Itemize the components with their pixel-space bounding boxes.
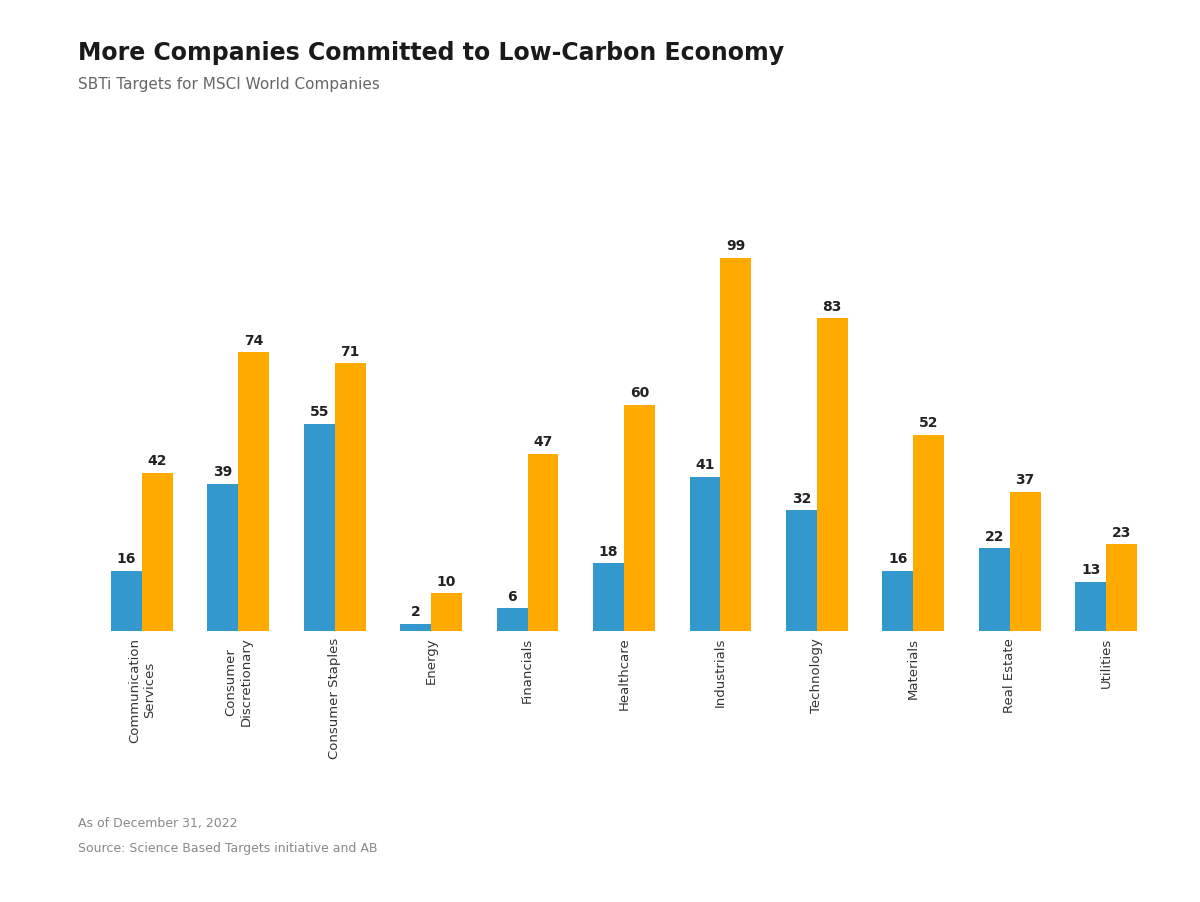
Bar xyxy=(112,571,142,631)
Text: 83: 83 xyxy=(822,299,842,313)
Bar xyxy=(690,477,720,631)
Text: 16: 16 xyxy=(888,551,907,566)
Text: 52: 52 xyxy=(919,416,938,430)
Text: 99: 99 xyxy=(726,239,745,253)
Text: More Companies Committed to Low-Carbon Economy: More Companies Committed to Low-Carbon E… xyxy=(78,41,784,65)
Bar xyxy=(142,474,173,631)
Text: 39: 39 xyxy=(214,465,233,479)
Text: 2: 2 xyxy=(410,604,420,618)
Bar xyxy=(401,624,431,631)
Text: 60: 60 xyxy=(630,386,649,400)
Text: Source: Science Based Targets initiative and AB: Source: Science Based Targets initiative… xyxy=(78,841,378,853)
Bar xyxy=(817,319,847,631)
Bar xyxy=(786,511,817,631)
Text: 13: 13 xyxy=(1081,563,1100,576)
Text: 10: 10 xyxy=(437,574,456,588)
Bar xyxy=(208,484,239,631)
Bar xyxy=(882,571,913,631)
Text: 47: 47 xyxy=(533,435,553,449)
Text: 22: 22 xyxy=(984,529,1004,543)
Text: 16: 16 xyxy=(116,551,136,566)
Text: 55: 55 xyxy=(310,405,329,419)
Bar xyxy=(431,594,462,631)
Bar xyxy=(497,609,528,631)
Text: 74: 74 xyxy=(244,333,264,347)
Bar xyxy=(913,436,944,631)
Bar xyxy=(593,564,624,631)
Bar xyxy=(1009,492,1040,631)
Text: 32: 32 xyxy=(792,492,811,505)
Bar xyxy=(1075,583,1106,631)
Text: 6: 6 xyxy=(508,589,517,603)
Bar xyxy=(1106,545,1138,631)
Bar xyxy=(239,353,269,631)
Text: 18: 18 xyxy=(599,544,618,558)
Bar xyxy=(335,364,366,631)
Text: 42: 42 xyxy=(148,454,167,467)
Bar xyxy=(528,455,558,631)
Text: 71: 71 xyxy=(341,345,360,358)
Text: As of December 31, 2022: As of December 31, 2022 xyxy=(78,816,238,829)
Text: 37: 37 xyxy=(1015,473,1034,486)
Bar xyxy=(720,259,751,631)
Bar xyxy=(979,548,1009,631)
Bar xyxy=(624,406,655,631)
Text: SBTi Targets for MSCI World Companies: SBTi Targets for MSCI World Companies xyxy=(78,77,380,92)
Bar xyxy=(304,424,335,631)
Text: 23: 23 xyxy=(1112,525,1132,539)
Text: 41: 41 xyxy=(695,457,715,472)
